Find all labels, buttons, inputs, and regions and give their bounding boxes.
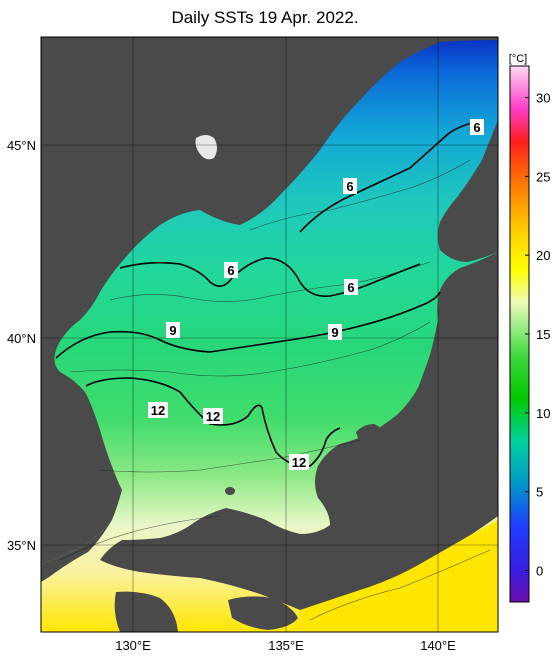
contour-label: 6: [227, 263, 234, 278]
colorbar-tick-label: 5: [536, 485, 543, 500]
thin-contours: [59, 159, 491, 621]
contour-9: [55, 291, 441, 359]
graticule: [41, 37, 498, 632]
map-title: Daily SSTs 19 Apr. 2022.: [171, 8, 359, 27]
map-frame: [40, 36, 499, 633]
lon-label: 135°E: [268, 638, 304, 653]
kyushu: [114, 591, 178, 632]
colorbar-tick-label: 15: [536, 327, 550, 342]
colorbar-ticks: 30 25 20 15 10 5 0: [525, 91, 550, 578]
colorbar: [°C] 30 25 20 15 10 5 0: [509, 53, 550, 603]
contour-label: 12: [151, 403, 165, 418]
asia-mainland: [41, 37, 498, 565]
contour-label: 12: [206, 409, 220, 424]
contour-label: 6: [473, 120, 480, 135]
lat-label: 40°N: [7, 331, 36, 346]
colorbar-tick-label: 10: [536, 406, 550, 421]
contour-labels: 6 6 6 6 9 9 12 12 12: [148, 119, 484, 470]
colorbar-tick-label: 25: [536, 169, 550, 184]
contour-label: 9: [331, 325, 338, 340]
colorbar-tick-label: 20: [536, 248, 550, 263]
colorbar-tick-label: 30: [536, 91, 550, 106]
contour-6-south: [119, 257, 421, 298]
contour-label: 6: [347, 280, 354, 295]
colorbar-tick-label: 0: [536, 563, 543, 578]
lat-label: 35°N: [7, 538, 36, 553]
contour-label: 6: [346, 179, 353, 194]
sado-island: [356, 424, 382, 438]
korea-coast: [41, 520, 112, 582]
lat-label: 45°N: [7, 138, 36, 153]
lon-label: 140°E: [420, 638, 456, 653]
colorbar-unit: [°C]: [509, 53, 527, 65]
contour-6-north: [299, 121, 479, 233]
hokkaido: [438, 120, 498, 262]
shikoku: [228, 596, 298, 630]
contour-label: 12: [292, 455, 306, 470]
pacific-warm-water: [300, 520, 498, 632]
honshu: [100, 252, 498, 610]
lake-khanka: [195, 135, 217, 160]
contour-label: 9: [169, 323, 176, 338]
thick-contours: [55, 121, 479, 468]
oki-islands: [225, 487, 235, 495]
lon-label: 130°E: [115, 638, 151, 653]
contour-12: [85, 377, 341, 468]
